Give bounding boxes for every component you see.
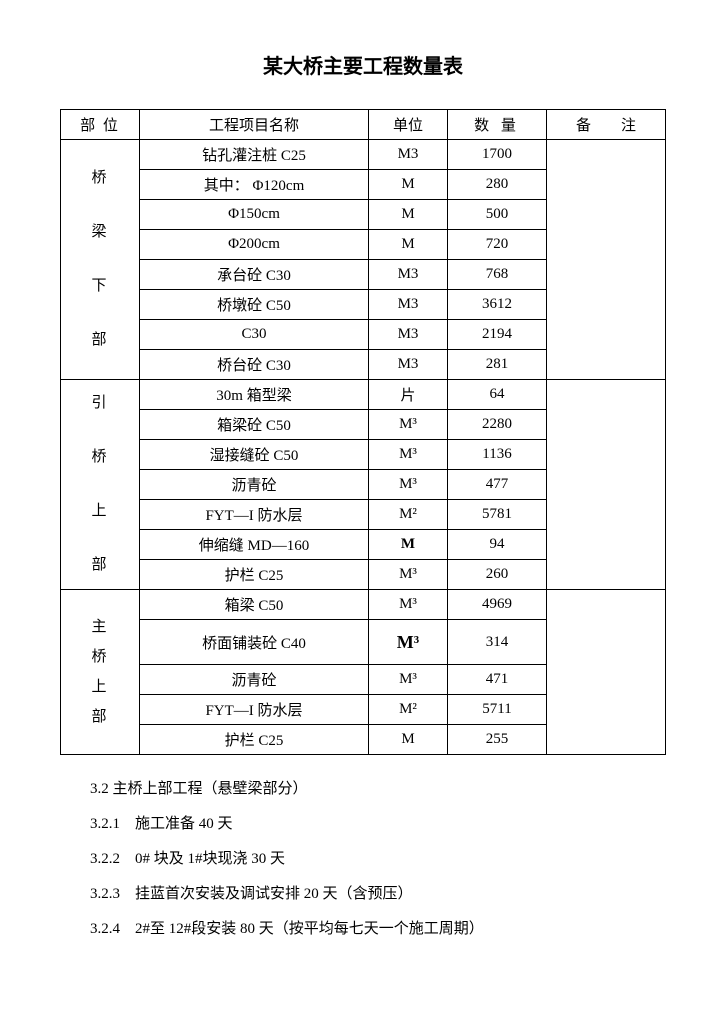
cell-name: 其中： Φ120cm	[140, 170, 369, 200]
cell-qty: 2194	[448, 320, 547, 350]
cell-qty: 255	[448, 725, 547, 755]
col-qty: 数 量	[448, 110, 547, 140]
cell-qty: 720	[448, 230, 547, 260]
cell-unit: M3	[369, 260, 448, 290]
cell-unit: M³	[369, 665, 448, 695]
cell-unit: M	[369, 200, 448, 230]
note-line: 3.2.1 施工准备 40 天	[90, 808, 666, 841]
cell-unit: M³	[369, 560, 448, 590]
note-line: 3.2.2 0# 块及 1#块现浇 30 天	[90, 843, 666, 876]
cell-name: FYT—I 防水层	[140, 500, 369, 530]
cell-qty: 64	[448, 380, 547, 410]
cell-qty: 94	[448, 530, 547, 560]
cell-qty: 500	[448, 200, 547, 230]
cell-qty: 471	[448, 665, 547, 695]
col-section: 部 位	[61, 110, 140, 140]
cell-unit: M3	[369, 350, 448, 380]
cell-name: 箱梁砼 C50	[140, 410, 369, 440]
col-name: 工程项目名称	[140, 110, 369, 140]
cell-unit: M	[369, 230, 448, 260]
cell-qty: 1700	[448, 140, 547, 170]
cell-name: 伸缩缝 MD—160	[140, 530, 369, 560]
cell-unit: 片	[369, 380, 448, 410]
cell-unit: M³	[369, 470, 448, 500]
cell-name: 箱梁 C50	[140, 590, 369, 620]
cell-name: Φ150cm	[140, 200, 369, 230]
cell-name: 护栏 C25	[140, 560, 369, 590]
cell-unit: M3	[369, 140, 448, 170]
doc-title: 某大桥主要工程数量表	[60, 50, 666, 79]
section-label-2: 引桥上部	[61, 380, 140, 590]
cell-unit: M³	[369, 590, 448, 620]
cell-name: 30m 箱型梁	[140, 380, 369, 410]
table-row: 引桥上部 30m 箱型梁 片 64	[61, 380, 666, 410]
cell-name: 沥青砼	[140, 470, 369, 500]
cell-unit: M3	[369, 320, 448, 350]
section-note-2	[547, 380, 666, 590]
cell-unit: M	[369, 170, 448, 200]
cell-unit: M²	[369, 695, 448, 725]
cell-name: 桥墩砼 C50	[140, 290, 369, 320]
col-unit: 单位	[369, 110, 448, 140]
cell-unit: M³	[369, 410, 448, 440]
section-label-3: 主桥上部	[61, 590, 140, 755]
cell-qty: 281	[448, 350, 547, 380]
quantity-table: 部 位 工程项目名称 单位 数 量 备 注 桥梁下部 钻孔灌注桩 C25 M3 …	[60, 109, 666, 755]
cell-qty: 280	[448, 170, 547, 200]
cell-name: Φ200cm	[140, 230, 369, 260]
cell-unit: M²	[369, 500, 448, 530]
cell-qty: 2280	[448, 410, 547, 440]
note-line: 3.2.3 挂蓝首次安装及调试安排 20 天（含预压）	[90, 878, 666, 911]
cell-name: 沥青砼	[140, 665, 369, 695]
cell-name: 护栏 C25	[140, 725, 369, 755]
notes-block: 3.2 主桥上部工程（悬壁梁部分） 3.2.1 施工准备 40 天 3.2.2 …	[60, 773, 666, 946]
cell-name: 桥台砼 C30	[140, 350, 369, 380]
cell-qty: 314	[448, 620, 547, 665]
table-header-row: 部 位 工程项目名称 单位 数 量 备 注	[61, 110, 666, 140]
cell-qty: 1136	[448, 440, 547, 470]
cell-unit: M	[369, 725, 448, 755]
note-line: 3.2 主桥上部工程（悬壁梁部分）	[90, 773, 666, 806]
cell-name: 承台砼 C30	[140, 260, 369, 290]
cell-qty: 4969	[448, 590, 547, 620]
cell-name: 桥面铺装砼 C40	[140, 620, 369, 665]
cell-name: 湿接缝砼 C50	[140, 440, 369, 470]
cell-qty: 260	[448, 560, 547, 590]
note-line: 3.2.4 2#至 12#段安装 80 天（按平均每七天一个施工周期）	[90, 913, 666, 946]
table-row: 主桥上部 箱梁 C50 M³ 4969	[61, 590, 666, 620]
table-row: 桥梁下部 钻孔灌注桩 C25 M3 1700	[61, 140, 666, 170]
cell-name: C30	[140, 320, 369, 350]
cell-qty: 477	[448, 470, 547, 500]
cell-qty: 3612	[448, 290, 547, 320]
cell-unit: M³	[369, 620, 448, 665]
col-note: 备 注	[547, 110, 666, 140]
section-note-1	[547, 140, 666, 380]
cell-unit: M	[369, 530, 448, 560]
cell-qty: 5781	[448, 500, 547, 530]
cell-name: 钻孔灌注桩 C25	[140, 140, 369, 170]
section-note-3	[547, 590, 666, 755]
cell-unit: M3	[369, 290, 448, 320]
section-label-1: 桥梁下部	[61, 140, 140, 380]
cell-qty: 5711	[448, 695, 547, 725]
cell-name: FYT—I 防水层	[140, 695, 369, 725]
cell-qty: 768	[448, 260, 547, 290]
cell-unit: M³	[369, 440, 448, 470]
